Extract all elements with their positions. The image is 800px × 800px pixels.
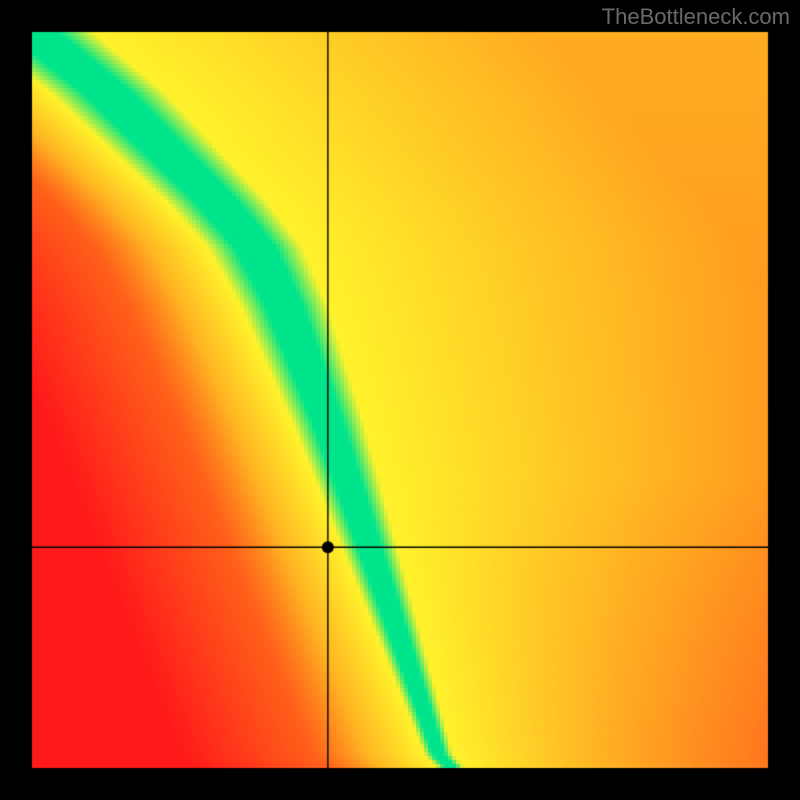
heatmap-canvas xyxy=(0,0,800,800)
watermark-text: TheBottleneck.com xyxy=(602,4,790,30)
chart-container: TheBottleneck.com xyxy=(0,0,800,800)
